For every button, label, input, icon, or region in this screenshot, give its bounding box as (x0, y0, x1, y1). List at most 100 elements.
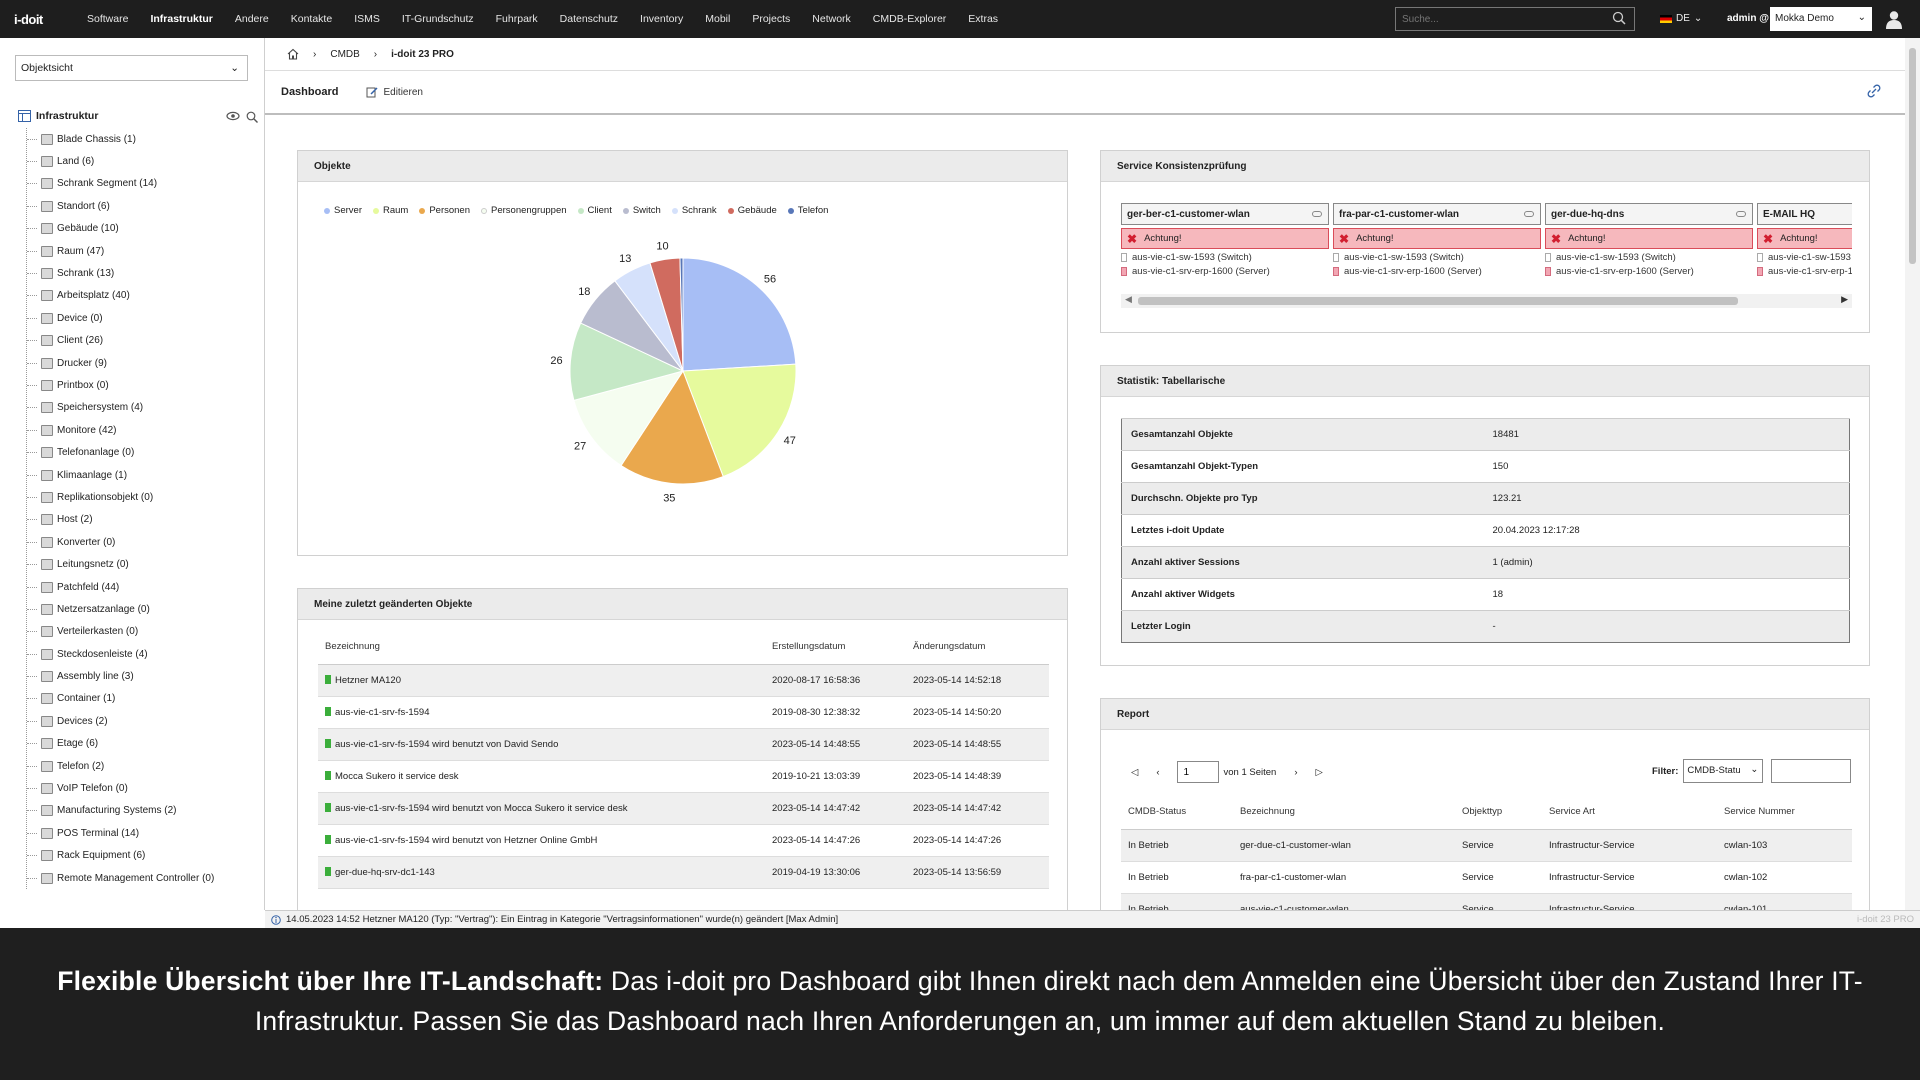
tree-item[interactable]: Manufacturing Systems (2) (27, 800, 214, 822)
pie-slice-client[interactable] (569, 322, 685, 401)
edit-button[interactable]: Editieren (366, 86, 423, 98)
next-page-icon[interactable]: › (1294, 766, 1298, 778)
tree-item[interactable]: Patchfeld (44) (27, 576, 214, 598)
tree-item[interactable]: Devices (2) (27, 710, 214, 732)
service-name[interactable]: ger-ber-c1-customer-wlan (1121, 203, 1329, 225)
tree-item[interactable]: VoIP Telefon (0) (27, 777, 214, 799)
column-header[interactable]: Bezeichnung (318, 630, 765, 665)
nav-item-it-grundschutz[interactable]: IT-Grundschutz (401, 13, 474, 25)
nav-item-datenschutz[interactable]: Datenschutz (559, 13, 619, 25)
service-name[interactable]: fra-par-c1-customer-wlan (1333, 203, 1541, 225)
tree-item[interactable]: Leitungsnetz (0) (27, 553, 214, 575)
table-row[interactable]: ger-due-hq-srv-dc1-143 2019-04-19 13:30:0… (318, 856, 1049, 889)
nav-item-kontakte[interactable]: Kontakte (290, 13, 333, 25)
horizontal-scrollbar[interactable]: ◀ ▶ (1121, 294, 1852, 308)
link-icon[interactable] (1312, 211, 1322, 217)
table-row[interactable]: aus-vie-c1-srv-fs-1594 wird benutzt von … (318, 728, 1049, 761)
tree-item[interactable]: Raum (47) (27, 240, 214, 262)
tree-item[interactable]: Device (0) (27, 307, 214, 329)
service-dependency[interactable]: aus-vie-c1-srv-erp-1600 (Server) (1121, 266, 1329, 277)
object-name[interactable]: aus-vie-c1-srv-fs-1594 wird benutzt von … (335, 834, 598, 846)
first-page-icon[interactable]: ◁ (1131, 766, 1139, 778)
column-header[interactable]: Erstellungsdatum (765, 630, 906, 665)
tree-item[interactable]: Steckdosenleiste (4) (27, 643, 214, 665)
tree-item[interactable]: Container (1) (27, 688, 214, 710)
tree-item[interactable]: Konverter (0) (27, 531, 214, 553)
tree-item[interactable]: Replikationsobjekt (0) (27, 486, 214, 508)
column-header[interactable]: Änderungsdatum (906, 630, 1049, 665)
filter-input[interactable] (1771, 759, 1852, 783)
tree-item[interactable]: Klimaanlage (1) (27, 464, 214, 486)
object-name[interactable]: aus-vie-c1-srv-fs-1594 wird benutzt von … (335, 802, 628, 814)
language-selector[interactable]: DE ⌄ (1660, 13, 1702, 24)
service-name[interactable]: ger-due-hq-dns (1545, 203, 1753, 225)
tree-item[interactable]: Remote Management Controller (0) (27, 867, 214, 889)
user-avatar-icon[interactable] (1884, 9, 1904, 29)
legend-item[interactable]: Personen (419, 205, 470, 216)
nav-item-software[interactable]: Software (87, 13, 129, 25)
service-dependency[interactable]: aus-vie-c1-sw-1593 (Switch) (1121, 252, 1329, 263)
tree-item[interactable]: Telefonanlage (0) (27, 441, 214, 463)
nav-item-mobil[interactable]: Mobil (705, 13, 731, 25)
view-select[interactable]: Objektsicht ⌄ (15, 55, 248, 81)
table-row[interactable]: aus-vie-c1-srv-fs-1594 wird benutzt von … (318, 824, 1049, 857)
table-row[interactable]: aus-vie-c1-srv-fs-1594 2019-08-30 12:38:3… (318, 696, 1049, 729)
table-row[interactable]: aus-vie-c1-srv-fs-1594 wird benutzt von … (318, 792, 1049, 825)
tree-item[interactable]: POS Terminal (14) (27, 822, 214, 844)
tree-item[interactable]: Schrank (13) (27, 262, 214, 284)
tree-item[interactable]: Monitore (42) (27, 419, 214, 441)
table-row[interactable]: In Betrieb ger-due-c1-customer-wlan Servic… (1121, 829, 1852, 862)
pie-slice-personen[interactable] (620, 369, 724, 485)
nav-item-isms[interactable]: ISMS (354, 13, 380, 25)
scrollbar-thumb[interactable] (1138, 297, 1738, 305)
pie-slice-telefon[interactable] (679, 257, 684, 372)
scrollbar-thumb[interactable] (1909, 48, 1916, 264)
previous-page-icon[interactable]: ‹ (1156, 766, 1160, 778)
nav-item-andere[interactable]: Andere (234, 13, 269, 25)
tree-item[interactable]: Etage (6) (27, 733, 214, 755)
link-icon[interactable] (1736, 211, 1746, 217)
tree-item[interactable]: Schrank Segment (14) (27, 173, 214, 195)
pie-slice-raum[interactable] (682, 363, 797, 478)
tree-item[interactable]: Client (26) (27, 330, 214, 352)
tree-item[interactable]: Netzersatzanlage (0) (27, 598, 214, 620)
link-icon[interactable] (1867, 84, 1881, 98)
table-row[interactable]: Mocca Sukero it service desk 2019-10-21 1… (318, 760, 1049, 793)
home-icon[interactable] (287, 48, 299, 60)
nav-item-fuhrpark[interactable]: Fuhrpark (495, 13, 538, 25)
column-header[interactable]: Service Art (1542, 795, 1717, 830)
tree-item[interactable]: Blade Chassis (1) (27, 128, 214, 150)
tree-item[interactable]: Arbeitsplatz (40) (27, 285, 214, 307)
object-name[interactable]: ger-due-hq-srv-dc1-143 (335, 866, 435, 878)
object-name[interactable]: Mocca Sukero it service desk (335, 770, 459, 782)
legend-item[interactable]: Raum (372, 205, 408, 216)
nav-item-cmdb-explorer[interactable]: CMDB-Explorer (872, 13, 947, 25)
legend-item[interactable]: Client (577, 205, 612, 216)
tree-item[interactable]: Host (2) (27, 509, 214, 531)
tree-item[interactable]: Printbox (0) (27, 374, 214, 396)
scroll-left-icon[interactable]: ◀ (1125, 294, 1132, 304)
nav-item-projects[interactable]: Projects (752, 13, 791, 25)
nav-item-network[interactable]: Network (812, 13, 851, 25)
tree-item[interactable]: Verteilerkasten (0) (27, 621, 214, 643)
nav-item-extras[interactable]: Extras (968, 13, 999, 25)
legend-item[interactable]: Schrank (671, 205, 717, 216)
object-name[interactable]: aus-vie-c1-srv-fs-1594 (335, 706, 430, 718)
search-icon[interactable] (1612, 11, 1626, 25)
tree-item[interactable]: Rack Equipment (6) (27, 845, 214, 867)
object-name[interactable]: Hetzner MA120 (335, 674, 402, 686)
service-name[interactable]: E-MAIL HQ (1757, 203, 1852, 225)
nav-item-inventory[interactable]: Inventory (640, 13, 684, 25)
service-dependency[interactable]: aus-vie-c1-srv-erp-1600 (Server) (1545, 266, 1753, 277)
tree-item[interactable]: Drucker (9) (27, 352, 214, 374)
table-row[interactable]: In Betrieb fra-par-c1-customer-wlan Servic… (1121, 861, 1852, 894)
breadcrumb-cmdb[interactable]: CMDB (330, 48, 360, 60)
legend-item[interactable]: Telefon (787, 205, 828, 216)
search-icon[interactable] (246, 111, 258, 123)
legend-item[interactable]: Switch (622, 205, 661, 216)
legend-item[interactable]: Gebäude (727, 205, 777, 216)
tree-item[interactable]: Gebäude (10) (27, 218, 214, 240)
scroll-right-icon[interactable]: ▶ (1841, 294, 1848, 304)
search-input[interactable] (1395, 7, 1635, 31)
service-dependency[interactable]: aus-vie-c1-srv-erp-1 (1757, 266, 1852, 277)
